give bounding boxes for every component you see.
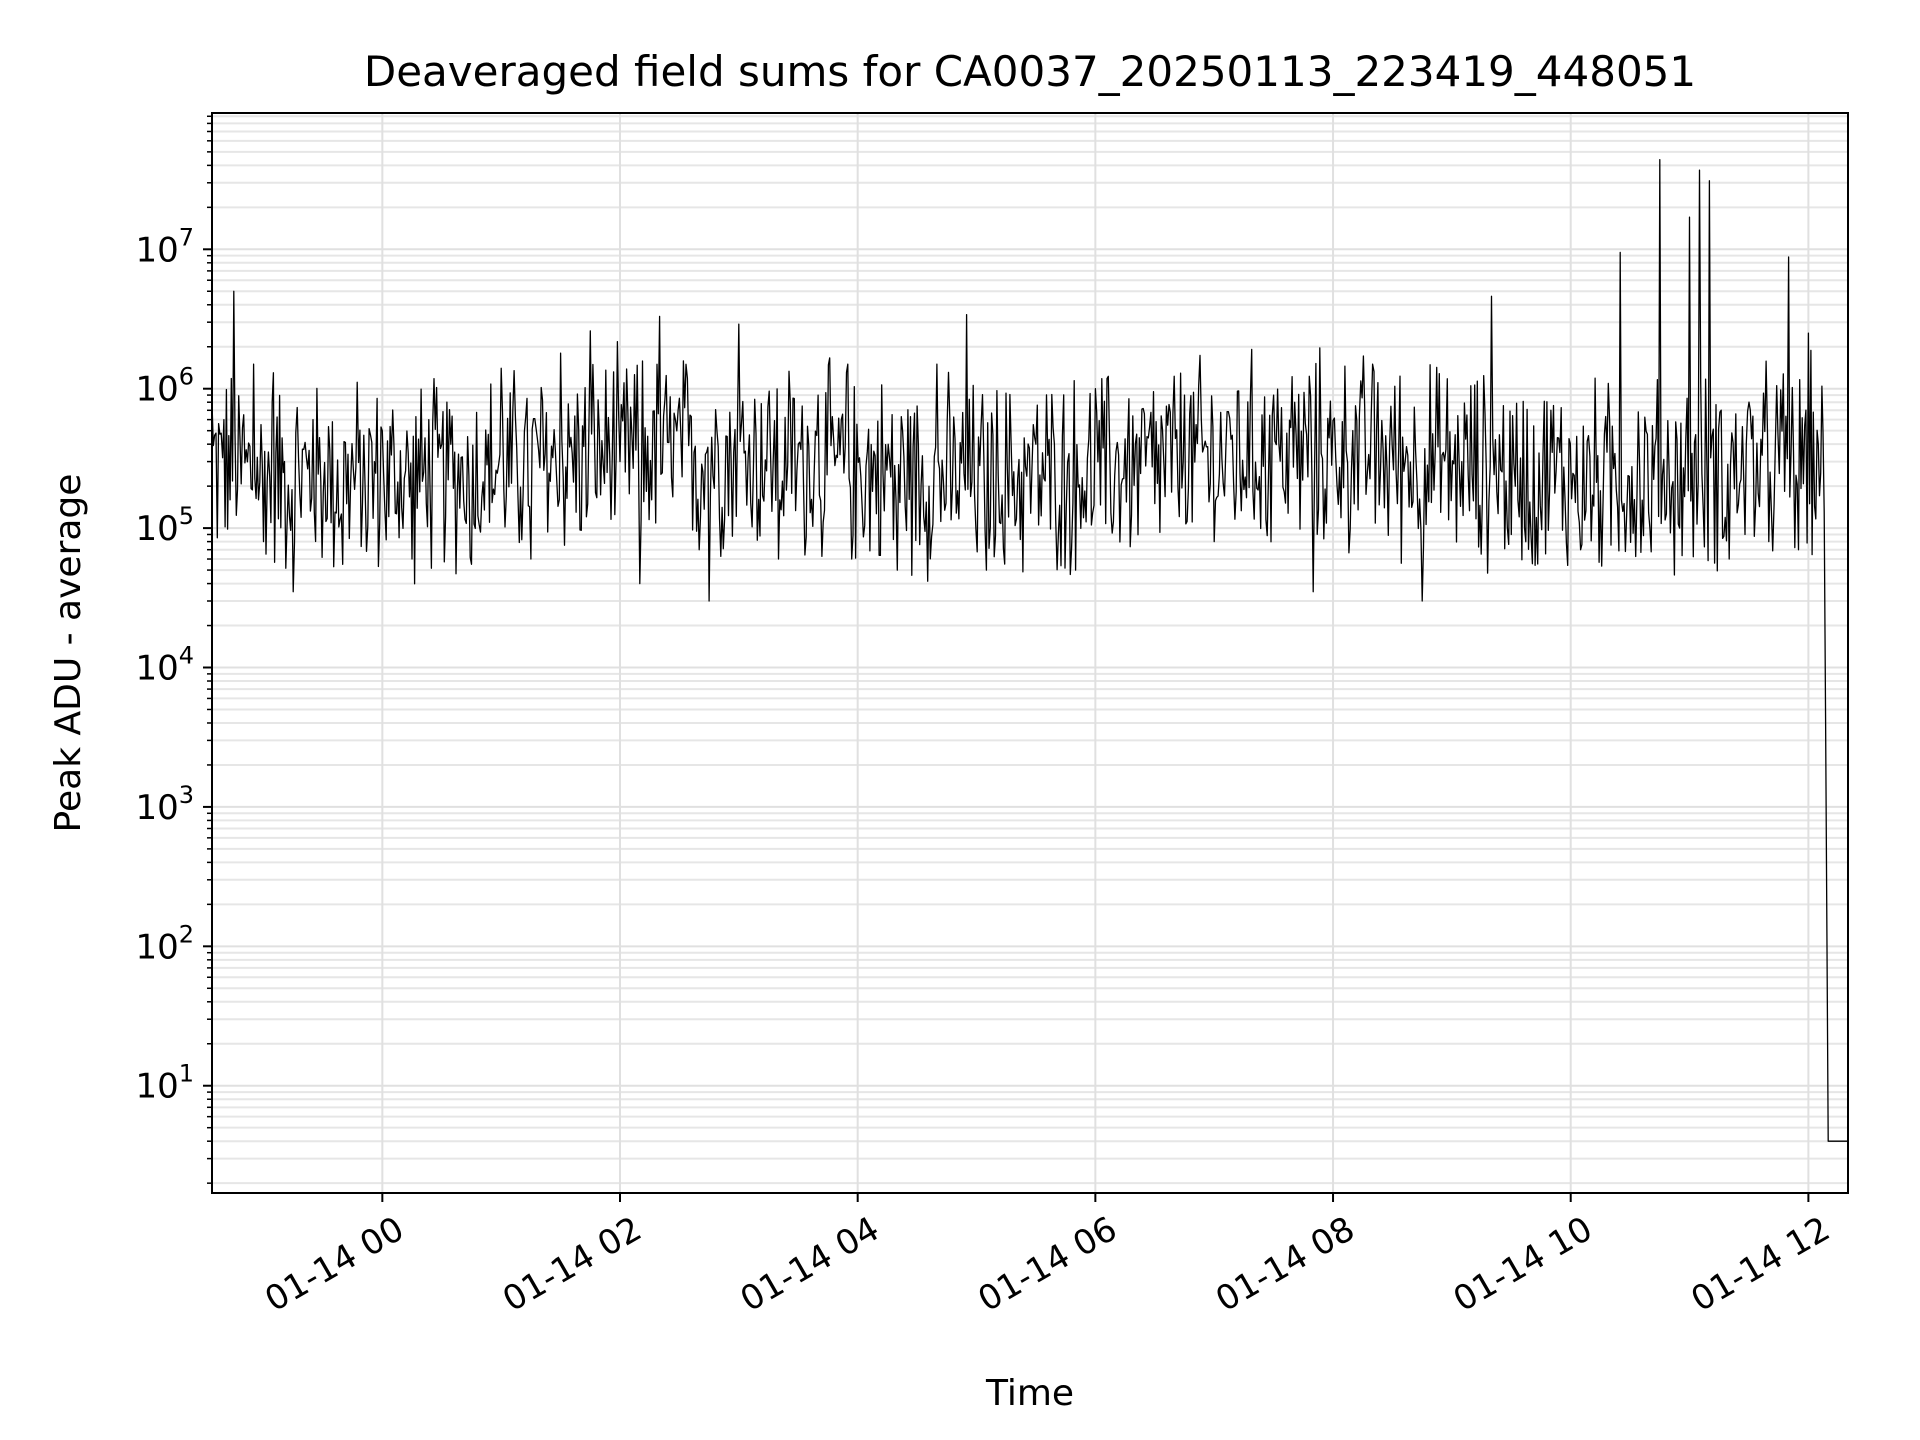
y-tick-label: 105: [135, 502, 194, 549]
y-axis: 101 102 103 104 105 106 107: [135, 115, 212, 1184]
y-axis-label: Peak ADU - average: [48, 474, 89, 833]
series-line: [211, 158, 1848, 1142]
y-tick-label: 102: [135, 920, 194, 967]
y-tick-label: 101: [135, 1060, 194, 1107]
grid-lines: [212, 113, 1848, 1193]
x-axis-label: Time: [985, 1373, 1074, 1414]
y-tick-label: 103: [135, 781, 194, 828]
chart-title: Deaveraged field sums for CA0037_2025011…: [364, 47, 1696, 96]
y-tick-label: 106: [135, 363, 194, 410]
plot-frame: [211, 112, 1849, 1194]
series-group: [211, 158, 1848, 1142]
y-tick-label: 107: [135, 223, 194, 270]
y-tick-label: 104: [135, 642, 194, 689]
